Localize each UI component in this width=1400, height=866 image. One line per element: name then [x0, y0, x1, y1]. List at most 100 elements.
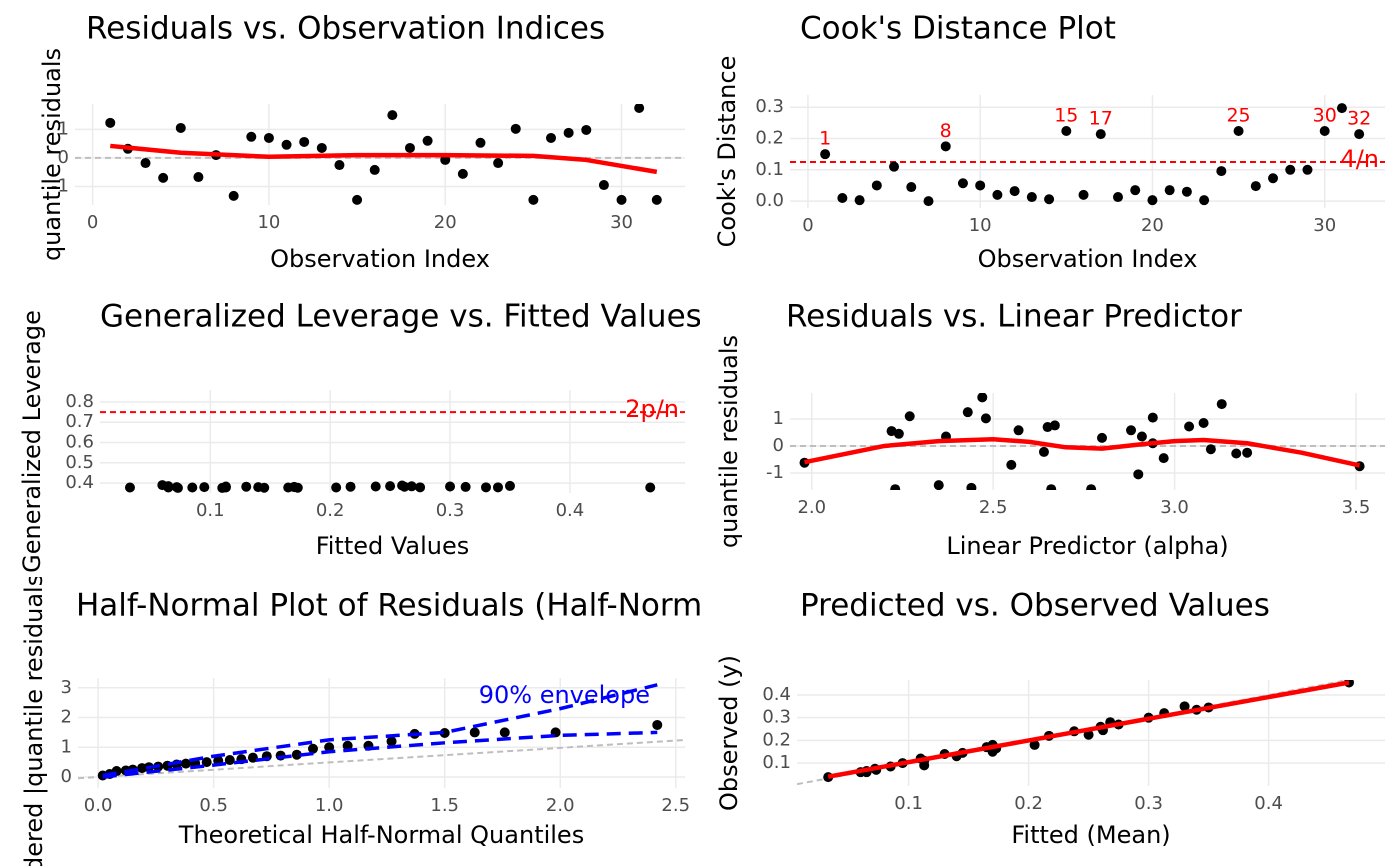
point [1205, 444, 1216, 455]
point [940, 141, 951, 152]
point [962, 407, 973, 418]
x-tick-label: 0.0 [84, 795, 113, 816]
panel: 0 10 20 30 0.0 0.1 0.2 0.3 Cook's Distance Plot O… [713, 11, 1385, 273]
point [440, 154, 451, 165]
point [493, 158, 504, 169]
x-tick-label: 3.5 [1342, 497, 1371, 518]
line [102, 730, 658, 779]
chart-title: Predicted vs. Observed Values [800, 588, 1270, 624]
point [386, 736, 397, 747]
plot-area [790, 103, 1385, 207]
y-tick-label: -1 [51, 175, 69, 196]
point [871, 180, 882, 191]
x-tick-label: 0 [802, 215, 813, 236]
point [299, 136, 310, 147]
point [651, 194, 662, 205]
point [385, 481, 396, 492]
point [1147, 195, 1158, 206]
point [172, 482, 183, 493]
y-tick-label: 0.0 [755, 190, 784, 211]
point [1319, 125, 1330, 136]
point [259, 482, 270, 493]
x-tick-label: 2.0 [546, 795, 575, 816]
point [1078, 189, 1089, 200]
point [504, 480, 515, 491]
point [481, 482, 492, 493]
x-axis-label: Linear Predictor (alpha) [946, 532, 1228, 560]
x-tick-label: 0.1 [894, 793, 923, 814]
point [499, 727, 510, 738]
point [175, 122, 186, 133]
point [1136, 431, 1147, 442]
line [827, 680, 1350, 779]
chart-title: Residuals vs. Linear Predictor [786, 299, 1242, 335]
y-axis-label: Cook's Distance [713, 56, 741, 248]
x-tick-label: 0.3 [436, 500, 465, 521]
panel: 2.0 2.5 3.0 3.5 -1 0 1 Residuals vs. Linear Pre… [715, 299, 1385, 560]
point-label: 15 [1054, 104, 1078, 126]
y-tick-label: 0.3 [755, 96, 784, 117]
point [140, 158, 151, 169]
y-axis-label: quantile residuals [715, 335, 743, 548]
point [1029, 739, 1040, 750]
x-tick-label: 0.3 [1134, 793, 1163, 814]
point [422, 135, 433, 146]
point [406, 481, 417, 492]
point [957, 178, 968, 189]
point [1026, 192, 1037, 203]
x-axis-label: Observation Index [270, 245, 490, 273]
point [246, 131, 257, 142]
x-tick-label: 20 [1141, 215, 1164, 236]
point [247, 752, 258, 763]
point [890, 484, 901, 490]
y-tick-label: 0.1 [755, 159, 784, 180]
point-label: 17 [1089, 108, 1113, 130]
point [1184, 421, 1195, 432]
point [292, 482, 303, 493]
point [992, 189, 1003, 200]
point [975, 180, 986, 191]
line [804, 436, 1361, 468]
y-tick-label: 0.6 [65, 432, 94, 453]
plot-area [78, 683, 685, 781]
reference-label: 2p/n [625, 395, 679, 423]
point-label: 25 [1226, 104, 1250, 126]
point-label: 1 [819, 128, 831, 150]
point [291, 749, 302, 760]
point [904, 411, 915, 422]
point [1302, 164, 1313, 175]
point [220, 482, 231, 493]
point [307, 743, 318, 754]
point [1158, 453, 1169, 464]
plot-area [797, 680, 1354, 786]
x-tick-label: 0 [87, 212, 98, 233]
point [581, 124, 592, 135]
chart-title: Half-Normal Plot of Residuals (Half-Norm… [76, 588, 742, 624]
point [345, 481, 356, 492]
point [399, 481, 410, 492]
y-tick-label: 0 [61, 766, 72, 787]
point [475, 137, 486, 148]
x-tick-label: 0.4 [1254, 793, 1283, 814]
point [1336, 103, 1347, 114]
x-axis-label: Fitted Values [316, 532, 470, 560]
point [228, 190, 239, 201]
y-tick-label: 0.1 [762, 752, 791, 773]
point [893, 428, 904, 439]
point [1097, 432, 1108, 443]
y-tick-label: 0.4 [65, 472, 94, 493]
point [1198, 417, 1209, 428]
plot-area [790, 393, 1385, 490]
point [1216, 166, 1227, 177]
point [199, 482, 210, 493]
y-tick-label: 1 [773, 408, 784, 429]
point [370, 481, 381, 492]
point [889, 161, 900, 172]
point [598, 180, 609, 191]
point-label: 32 [1347, 108, 1371, 130]
point [1086, 484, 1097, 490]
point [1181, 186, 1192, 197]
point-label: 8 [940, 120, 952, 142]
point [193, 172, 204, 183]
point [1285, 164, 1296, 175]
